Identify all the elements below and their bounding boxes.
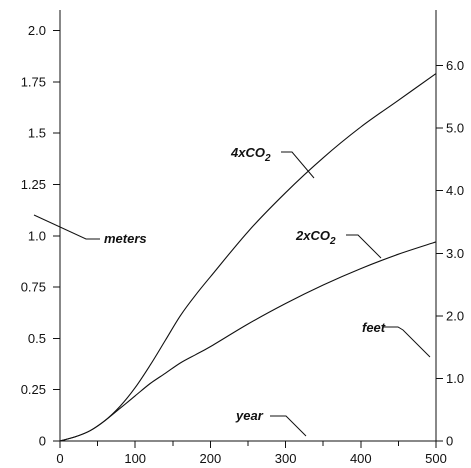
y2-tick-label: 2.0 <box>446 308 464 323</box>
annotation-layer: 4xCO2 2xCO2 meters feet year <box>33 145 431 437</box>
y-tick-label: 0.5 <box>28 331 46 346</box>
leader-2xco2 <box>346 234 382 259</box>
y2-tick-label: 6.0 <box>446 58 464 73</box>
y-tick-label: 1.0 <box>28 228 46 243</box>
series-line-2xco2 <box>59 241 437 442</box>
x-tick-label: 400 <box>350 451 372 466</box>
axes: 0 0.25 0.5 0.75 1.0 1.25 1.5 1.75 2.0 0 1.0 2.0 3.0 4… <box>21 10 464 466</box>
label-feet: feet <box>362 320 386 335</box>
label-4xco2: 4xCO2 <box>230 145 271 164</box>
y-tick-label: 2.0 <box>28 23 46 38</box>
label-year: year <box>235 408 264 423</box>
y-tick-label: 1.25 <box>21 177 46 192</box>
y-tick-label: 1.75 <box>21 74 46 89</box>
y2-tick-label: 1.0 <box>446 371 464 386</box>
label-2xco2: 2xCO2 <box>295 228 336 247</box>
leader-meters <box>33 214 100 240</box>
leader-feet <box>383 326 431 358</box>
y2-tick-label: 5.0 <box>446 121 464 136</box>
y-tick-label: 0 <box>39 434 46 449</box>
y2-tick-label: 3.0 <box>446 246 464 261</box>
leader-4xco2 <box>281 151 315 179</box>
x-tick-label: 200 <box>200 451 222 466</box>
x-tick-label: 0 <box>56 451 63 466</box>
label-meters: meters <box>104 231 147 246</box>
x-tick-label: 500 <box>425 451 447 466</box>
y2-tick-label: 0 <box>446 434 453 449</box>
x-tick-label: 300 <box>275 451 297 466</box>
leader-year <box>270 415 307 437</box>
series-layer <box>59 73 437 442</box>
x-tick-label: 100 <box>124 451 146 466</box>
y-tick-label: 1.5 <box>28 126 46 141</box>
y-tick-label: 0.25 <box>21 382 46 397</box>
y-tick-label: 0.75 <box>21 280 46 295</box>
y2-tick-label: 4.0 <box>446 183 464 198</box>
